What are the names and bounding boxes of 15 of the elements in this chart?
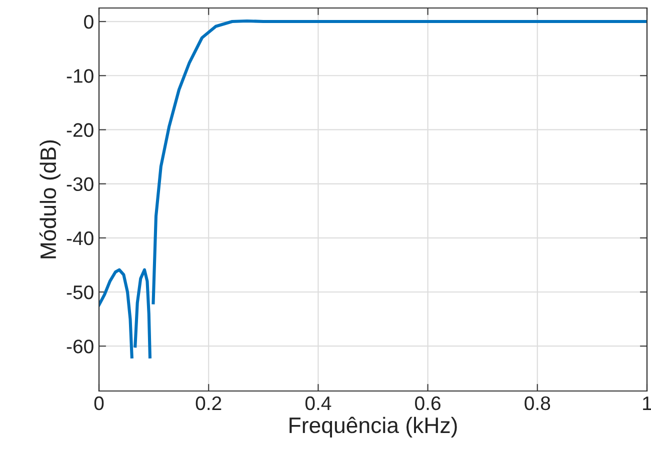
x-tick-label: 1	[643, 396, 651, 410]
x-axis-title: Frequência (kHz)	[290, 416, 457, 438]
x-tick-label: 0.4	[305, 396, 332, 410]
y-tick-label: -20	[66, 123, 94, 137]
y-tick-label: -40	[66, 231, 94, 246]
x-tick-label: 0.2	[196, 396, 222, 410]
y-axis-title: Módulo (dB)	[40, 140, 60, 258]
y-tick-label: 0	[84, 14, 94, 29]
y-tick-label: -10	[66, 69, 94, 83]
x-tick-label: 0.6	[415, 396, 440, 410]
y-tick-label: -30	[66, 177, 94, 192]
y-tick-label: -60	[66, 340, 94, 354]
y-tick-label: -50	[66, 285, 94, 300]
x-tick-label: 0.8	[524, 396, 550, 410]
x-tick-label: 0	[94, 396, 104, 410]
